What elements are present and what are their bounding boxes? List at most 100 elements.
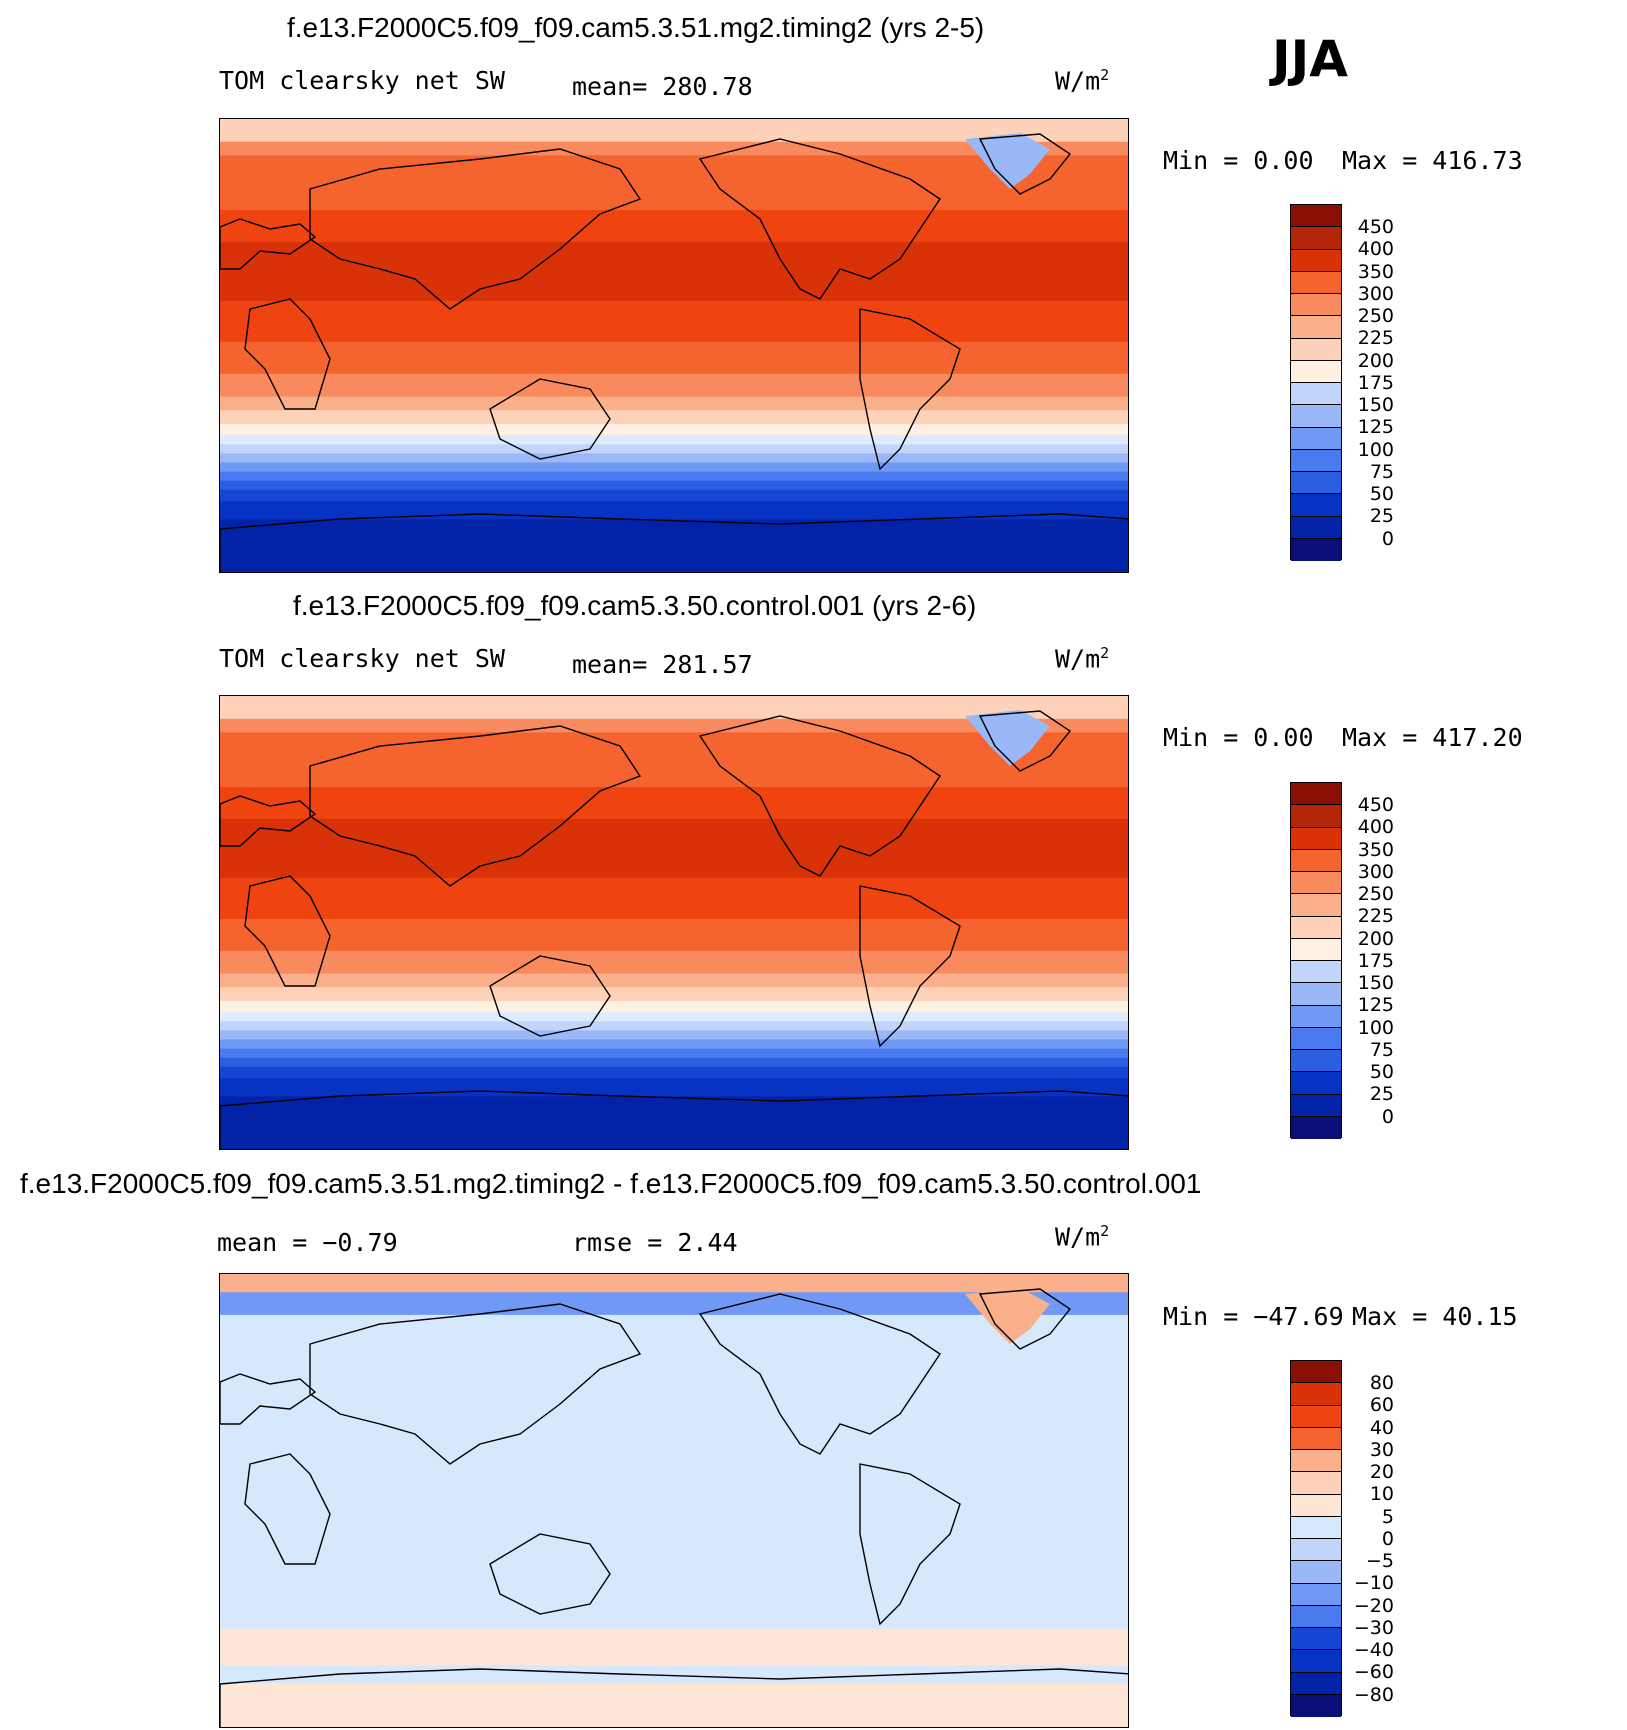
colorbar-tick-label: 200 (1357, 927, 1394, 950)
colorbar-tick-label: 225 (1357, 905, 1394, 928)
panel2-variable: TOM clearsky net SW (219, 644, 505, 673)
colorbar-tick-label: 350 (1357, 838, 1394, 861)
colorbar-swatch (1291, 783, 1341, 806)
colorbar-swatch (1291, 1583, 1341, 1606)
coastline (489, 955, 611, 1037)
colorbar-swatch (1291, 894, 1341, 917)
coastline (698, 138, 941, 300)
field-band (220, 1066, 1128, 1079)
coastline (978, 1288, 1072, 1350)
colorbar-swatch (1291, 294, 1341, 317)
panel3-max: Max = 40.15 (1352, 1302, 1518, 1331)
coastline (698, 1293, 941, 1455)
colorbar-tick-label: 150 (1357, 972, 1394, 994)
field-band (220, 1021, 1128, 1031)
field-band (220, 950, 1128, 974)
coastline (220, 218, 317, 270)
colorbar-swatch (1291, 1628, 1341, 1651)
coastline (859, 308, 961, 471)
colorbar-swatch (1291, 1516, 1341, 1539)
field-band (220, 471, 1128, 482)
field-band (220, 480, 1128, 491)
colorbar-tick-label: 75 (1369, 460, 1394, 483)
panel1-field (220, 119, 1128, 572)
colorbar-tick-label: −60 (1353, 1661, 1394, 1684)
colorbar-tick-label: 200 (1357, 349, 1394, 372)
field-band (220, 453, 1128, 463)
field-band (220, 373, 1128, 397)
field-band (220, 787, 1128, 820)
colorbar-tick-label: 250 (1357, 305, 1394, 327)
colorbar-tick-label: 75 (1369, 1038, 1394, 1061)
colorbar-swatch (1291, 1450, 1341, 1473)
panel3-rmse: rmse = 2.44 (572, 1228, 738, 1257)
field-band (220, 489, 1128, 502)
panel1-max: Max = 416.73 (1342, 146, 1523, 175)
field-band (220, 1057, 1128, 1068)
colorbar-tick-label: 250 (1357, 883, 1394, 905)
coastline (698, 715, 941, 877)
colorbar-tick-label: 125 (1357, 416, 1394, 439)
coastline (489, 378, 611, 460)
colorbar-swatch (1291, 1427, 1341, 1450)
panel2-mean: mean= 281.57 (572, 650, 753, 679)
panel3-units: W/m2 (1055, 1222, 1110, 1252)
colorbar-swatch (1291, 1027, 1341, 1050)
field-band (220, 1096, 1128, 1149)
panel2-max: Max = 417.20 (1342, 723, 1523, 752)
panel3-field (220, 1274, 1128, 1727)
colorbar-tick-label: −10 (1353, 1572, 1394, 1595)
field-band (220, 1274, 1128, 1293)
coastline (978, 133, 1072, 195)
panel1-mean: mean= 280.78 (572, 72, 753, 101)
colorbar-tick-label: 300 (1357, 860, 1394, 883)
field-band (220, 718, 1128, 733)
colorbar-tick-label: 100 (1357, 1016, 1394, 1039)
greenland-patch (965, 133, 1050, 189)
colorbar-swatch (1291, 1050, 1341, 1073)
field-band (220, 818, 1128, 879)
colorbar-swatch (1291, 360, 1341, 383)
colorbar-tick-label: 20 (1369, 1461, 1394, 1483)
colorbar-tick-label: 175 (1357, 371, 1394, 394)
colorbar-swatch (1291, 538, 1341, 561)
colorbar-tick-label: 150 (1357, 394, 1394, 416)
colorbar-tick-label: 100 (1357, 438, 1394, 461)
colorbar-tick-label: 0 (1381, 1105, 1394, 1128)
panel3-min: Min = −47.69 (1163, 1302, 1344, 1331)
colorbar-tick-label: 25 (1369, 1083, 1394, 1106)
colorbar-swatch (1291, 827, 1341, 850)
panel1-colorbar (1290, 204, 1342, 561)
colorbar-tick-label: 80 (1369, 1372, 1394, 1394)
field-band (220, 1683, 1128, 1727)
colorbar-swatch (1291, 805, 1341, 828)
colorbar-swatch (1291, 916, 1341, 939)
coastline (859, 1463, 961, 1626)
colorbar-swatch (1291, 338, 1341, 361)
field-band (220, 696, 1128, 720)
colorbar-tick-label: 400 (1357, 238, 1394, 261)
field-band (220, 341, 1128, 375)
coastline (220, 1090, 1128, 1149)
field-band (220, 1048, 1128, 1059)
field-band (220, 119, 1128, 143)
colorbar-swatch (1291, 1405, 1341, 1428)
panel1-title: f.e13.F2000C5.f09_f09.cam5.3.51.mg2.timi… (287, 12, 985, 43)
field-band (220, 1012, 1128, 1022)
colorbar-tick-label: 50 (1369, 483, 1394, 505)
coastline (244, 298, 331, 410)
colorbar-swatch (1291, 872, 1341, 895)
coastline (978, 710, 1072, 772)
colorbar-swatch (1291, 1072, 1341, 1095)
colorbar-swatch (1291, 271, 1341, 294)
colorbar-tick-label: 450 (1357, 216, 1394, 238)
colorbar-tick-label: 50 (1369, 1061, 1394, 1083)
panel1-map (219, 118, 1129, 573)
field-band (220, 987, 1128, 1002)
coastline (309, 1303, 642, 1465)
coastline (859, 885, 961, 1048)
colorbar-tick-label: −80 (1353, 1683, 1394, 1706)
field-band (220, 1000, 1128, 1013)
field-band (220, 435, 1128, 445)
field-band (220, 410, 1128, 425)
